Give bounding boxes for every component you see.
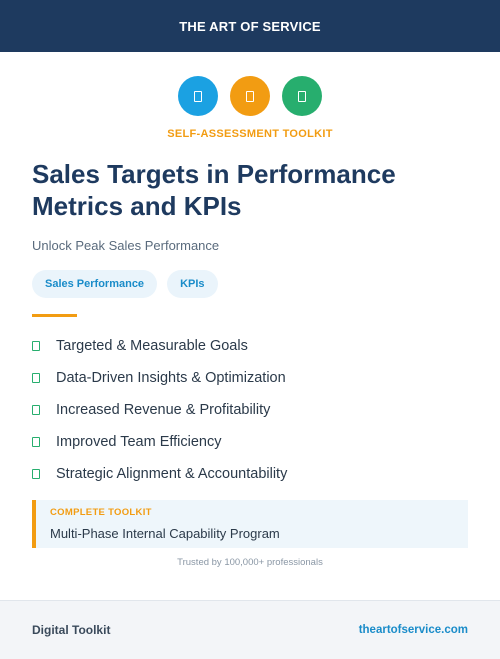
list-item: Increased Revenue & Profitability <box>32 394 287 426</box>
callout-value: Multi-Phase Internal Capability Program <box>50 526 280 541</box>
website-link[interactable]: theartofservice.com <box>358 624 468 636</box>
page-subtitle: Unlock Peak Sales Performance <box>32 238 220 253</box>
list-item: Improved Team Efficiency <box>32 426 287 458</box>
icon-row <box>0 76 500 116</box>
feature-label: Increased Revenue & Profitability <box>56 402 271 418</box>
tag-list: Sales Performance KPIs <box>32 270 218 298</box>
feature-label: Improved Team Efficiency <box>56 434 222 450</box>
brand-name: THE ART OF SERVICE <box>179 18 321 34</box>
trusted-note: Trusted by 100,000+ professionals <box>177 557 323 568</box>
document-icon <box>282 76 322 116</box>
check-icon <box>32 341 40 351</box>
footer: Digital Toolkit theartofservice.com <box>0 600 500 659</box>
list-item: Strategic Alignment & Accountability <box>32 458 287 490</box>
callout-label: COMPLETE TOOLKIT <box>50 507 152 518</box>
check-icon <box>32 437 40 447</box>
toolkit-callout: COMPLETE TOOLKIT Multi-Phase Internal Ca… <box>32 500 468 548</box>
list-item: Targeted & Measurable Goals <box>32 330 287 362</box>
feature-list: Targeted & Measurable Goals Data-Driven … <box>32 330 287 490</box>
check-icon <box>32 469 40 479</box>
check-icon <box>32 405 40 415</box>
document-icon <box>230 76 270 116</box>
page-title: Sales Targets in Performance Metrics and… <box>32 159 396 221</box>
document-icon <box>178 76 218 116</box>
list-item: Data-Driven Insights & Optimization <box>32 362 287 394</box>
feature-label: Strategic Alignment & Accountability <box>56 466 288 482</box>
top-banner: THE ART OF SERVICE <box>0 0 500 52</box>
feature-label: Data-Driven Insights & Optimization <box>56 370 286 386</box>
feature-label: Targeted & Measurable Goals <box>56 338 248 354</box>
accent-divider <box>32 314 77 317</box>
check-icon <box>32 373 40 383</box>
eyebrow-label: SELF-ASSESSMENT TOOLKIT <box>167 128 333 140</box>
tag-sales-performance: Sales Performance <box>32 270 158 298</box>
footer-label: Digital Toolkit <box>32 623 111 637</box>
tag-kpis: KPIs <box>167 270 218 298</box>
